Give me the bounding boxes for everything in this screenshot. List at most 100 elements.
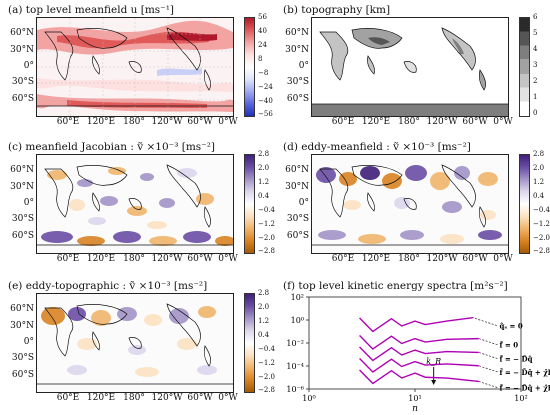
colorbar-tick: 2.8 [258, 150, 270, 158]
lon-label: 120°E [361, 117, 391, 127]
colorbar-tick: 0 [533, 109, 538, 117]
panel-a: (a) top level meanfield u [ms⁻¹] [0, 0, 275, 135]
lon-label: 120°E [86, 254, 116, 264]
colorbar-tick: 0.4 [258, 331, 270, 339]
colorbar-tick: 4 [533, 45, 538, 53]
colorbar-tick: −24 [258, 83, 273, 91]
colorbar-tick: −2.0 [533, 234, 550, 242]
lon-label: 180° [398, 117, 420, 127]
lon-label: 60°E [331, 117, 355, 127]
colorbar-tick: 1.2 [258, 178, 270, 186]
lon-label: 120°W [426, 254, 458, 264]
lon-label: 60°W [187, 393, 213, 403]
colorbar-tick: −2.8 [258, 386, 275, 394]
lon-label: 60°E [56, 254, 80, 264]
lat-label: 30°S [286, 77, 309, 87]
panel-title: (a) top level meanfield u [ms⁻¹] [8, 4, 175, 16]
map-topography [311, 17, 509, 117]
colorbar-tick: 2.0 [533, 164, 545, 172]
x-tick-label: 10² [514, 394, 527, 403]
lat-label: 0° [23, 61, 34, 71]
colorbar-tick: −2.0 [258, 373, 275, 381]
lat-label: 60°S [286, 94, 309, 104]
y-tick-label: 10⁻⁴ [286, 362, 304, 371]
lat-label: 60°N [285, 28, 309, 38]
map-eddy-topographic [36, 293, 234, 393]
y-tick-label: 10⁻⁶ [286, 385, 304, 394]
map-meanfield-u [36, 17, 234, 117]
spectrum-line [359, 357, 479, 373]
lat-label: 60°S [286, 231, 309, 241]
lat-label: 60°S [11, 94, 34, 104]
lon-label: 0°W [218, 117, 238, 127]
lon-label: 0°W [218, 393, 238, 403]
lon-label: 180° [123, 117, 145, 127]
lon-label: 60°W [187, 117, 213, 127]
colorbar-tick: 2.0 [258, 303, 270, 311]
lon-label: 180° [123, 393, 145, 403]
lon-label: 0°W [493, 254, 513, 264]
x-axis-label: n [412, 404, 418, 414]
spectrum-line [359, 316, 473, 333]
series-label: f̂ = − D̂q̂ [499, 355, 532, 364]
colorbar-tick: −2.8 [258, 247, 275, 255]
colorbar-tick: 2.0 [258, 164, 270, 172]
lon-label: 180° [123, 254, 145, 264]
panel-title: (f) top level kinetic energy spectra [m²… [283, 280, 508, 292]
colorbar-tick: −0.4 [258, 345, 275, 353]
spectrum-line [359, 369, 479, 385]
colorbar-tick: 5 [533, 29, 538, 37]
kR-label: k_R [426, 357, 441, 366]
lat-label: 30°S [11, 353, 34, 363]
panel-b: (b) topography [km] 60°N 30°N 0 [275, 0, 550, 135]
colorbar-tick: 0.4 [533, 192, 545, 200]
lon-label: 0°W [218, 254, 238, 264]
lat-label: 30°N [10, 321, 34, 331]
colorbar-purple-orange [244, 293, 255, 393]
lat-label: 30°N [285, 182, 309, 192]
lon-label: 60°W [462, 254, 488, 264]
lon-label: 120°E [86, 393, 116, 403]
panel-title: (c) meanfield Jacobian : ṽ ×10⁻³ [ms⁻²] [8, 141, 216, 153]
lon-label: 180° [398, 254, 420, 264]
colorbar-tick: 6 [533, 13, 538, 21]
colorbar-tick: 2 [533, 77, 538, 85]
colorbar-tick: −0.4 [533, 206, 550, 214]
panel-title: (e) eddy-topographic : ṽ ×10⁻³ [ms⁻²] [8, 280, 208, 292]
lon-label: 120°W [151, 254, 183, 264]
colorbar-meanfield-u [244, 17, 255, 117]
lat-label: 60°S [11, 231, 34, 241]
lon-label: 120°W [426, 117, 458, 127]
lat-label: 0° [23, 337, 34, 347]
colorbar-purple-orange [519, 154, 530, 254]
x-tick-label: 10¹ [408, 394, 421, 403]
colorbar-tick: 0.4 [258, 192, 270, 200]
series-label: f̂ = − D̂q̂ + χ̂h + ĵ [499, 384, 550, 393]
colorbar-tick: −8 [258, 69, 269, 77]
colorbar-tick: 2.8 [533, 150, 545, 158]
colorbar-tick: 8 [258, 55, 263, 63]
colorbar-tick: −2.8 [533, 247, 550, 255]
spectra-plot: 10⁰ 10¹ 10² 10² 10⁰ 10⁻² 10⁻⁴ 10⁻⁶ n k_R q̂ₛ = 0 f̂… [286, 293, 550, 414]
colorbar-topography [519, 17, 530, 117]
lat-label: 0° [298, 61, 309, 71]
lat-label: 60°N [10, 165, 34, 175]
colorbar-tick: −1.2 [258, 220, 275, 228]
lon-label: 60°E [56, 393, 80, 403]
map-meanfield-jacobian [36, 154, 234, 254]
colorbar-purple-orange [244, 154, 255, 254]
lat-label: 30°N [10, 182, 34, 192]
plot-frame [308, 296, 522, 390]
spectrum-line [359, 334, 479, 350]
lon-label: 120°E [361, 254, 391, 264]
colorbar-tick: −56 [258, 110, 273, 118]
lat-label: 30°N [10, 45, 34, 55]
colorbar-tick: −40 [258, 97, 273, 105]
colorbar-tick: −1.2 [533, 220, 550, 228]
colorbar-tick: −1.2 [258, 359, 275, 367]
lat-label: 60°S [11, 370, 34, 380]
y-tick-label: 10⁻² [286, 339, 304, 348]
lon-label: 120°W [151, 117, 183, 127]
lon-label: 120°W [151, 393, 183, 403]
lon-label: 60°E [331, 254, 355, 264]
